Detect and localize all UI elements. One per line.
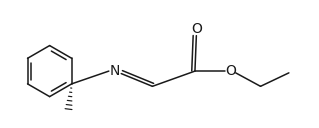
Text: O: O	[191, 22, 202, 36]
Text: N: N	[110, 64, 120, 78]
Text: O: O	[225, 64, 236, 78]
